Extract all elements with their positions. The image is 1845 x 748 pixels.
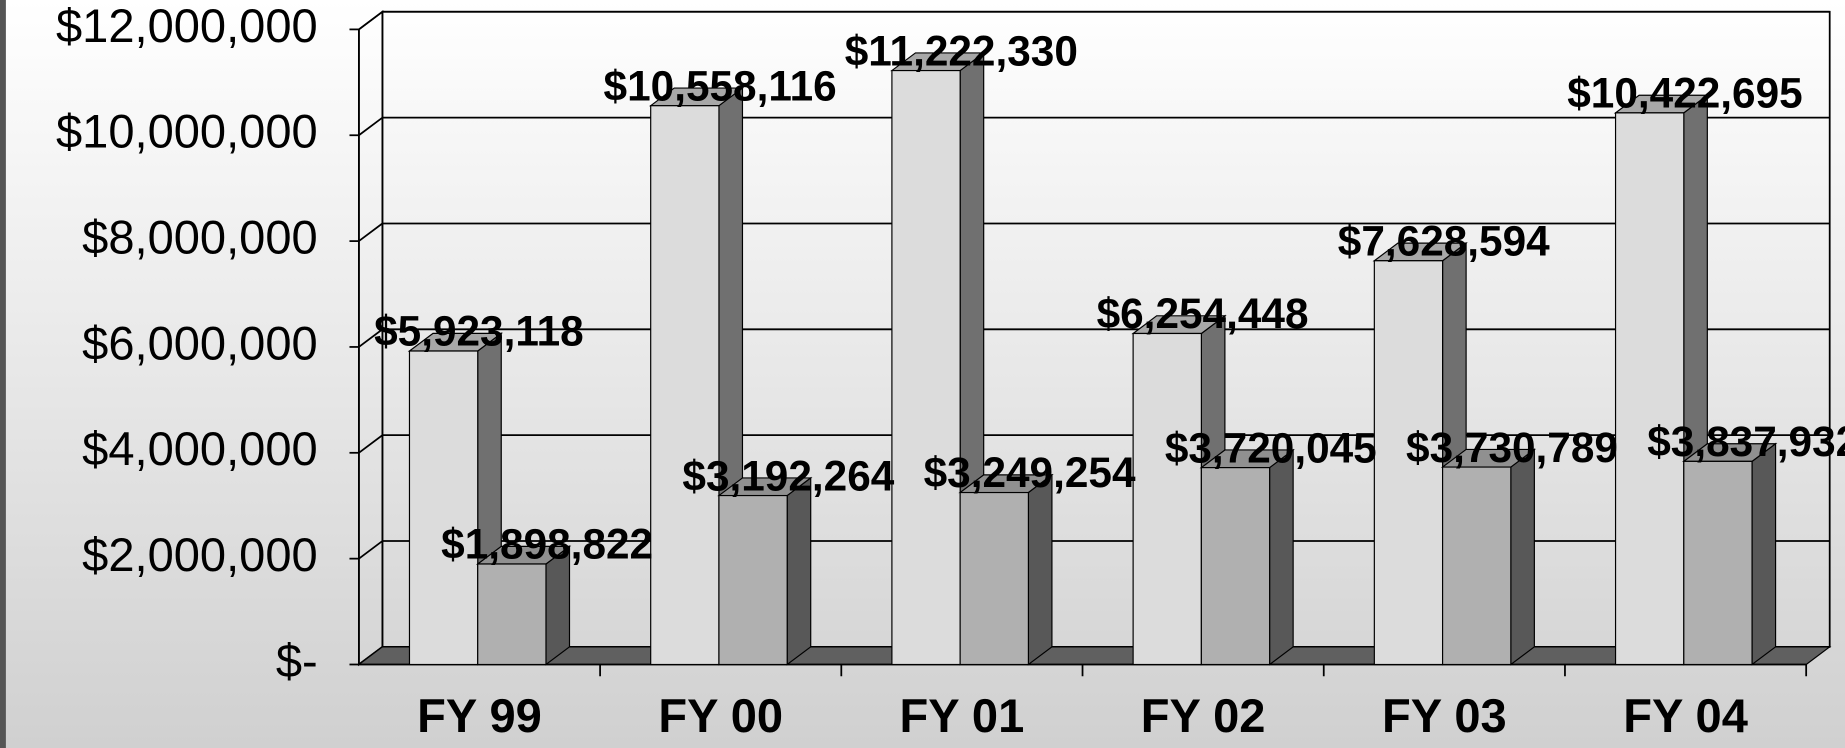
value-label: $1,898,822 [441,521,653,568]
value-label: $3,837,932 [1647,418,1845,465]
value-label: $3,720,045 [1165,424,1377,471]
bar-side [1269,448,1294,666]
value-label: $6,254,448 [1097,290,1309,337]
x-tick-label: FY 04 [1623,689,1748,742]
grid-line [358,540,1830,560]
value-label: $10,422,695 [1567,70,1802,117]
y-tick-label: $10,000,000 [56,105,318,158]
bar [891,69,961,666]
value-label: $3,730,789 [1406,424,1618,471]
bar-side [786,476,812,666]
bar-side [1751,442,1777,666]
grid-line [358,328,1830,348]
bar [1614,112,1685,666]
grid-line [358,222,1830,242]
value-label: $7,628,594 [1338,217,1550,264]
value-label: $10,558,116 [604,62,837,109]
bar [1683,460,1753,666]
bar [1373,260,1444,666]
y-tick-label: $4,000,000 [82,422,318,475]
y-tick-label: $- [276,634,318,687]
value-label: $3,192,264 [682,452,894,499]
floor [357,646,1832,666]
left-border [0,0,6,748]
grid-line [358,116,1830,136]
value-label: $11,222,330 [845,27,1078,74]
grid-line [358,10,1830,31]
x-tick-label: FY 03 [1382,689,1507,742]
y-tick-label: $6,000,000 [82,316,318,369]
y-tick-label: $12,000,000 [56,0,318,52]
bar [477,563,547,666]
bar [1132,332,1202,666]
bar [650,105,720,666]
grid-line [358,434,1830,454]
value-label: $5,923,118 [374,308,584,355]
bar [718,494,788,666]
x-tick-label: FY 01 [900,689,1025,742]
x-tick-label: FY 02 [1141,689,1266,742]
bar [1441,466,1512,666]
bar [1200,467,1271,666]
value-label: $3,249,254 [924,449,1136,496]
x-tick-label: FY 99 [417,689,542,742]
x-tick-label: FY 00 [658,689,783,742]
y-tick-label: $8,000,000 [82,211,318,264]
y-tick-label: $2,000,000 [82,528,318,581]
bar-side [1027,473,1053,666]
bar [408,350,479,666]
bar [959,491,1029,666]
bar-side [1510,448,1535,666]
